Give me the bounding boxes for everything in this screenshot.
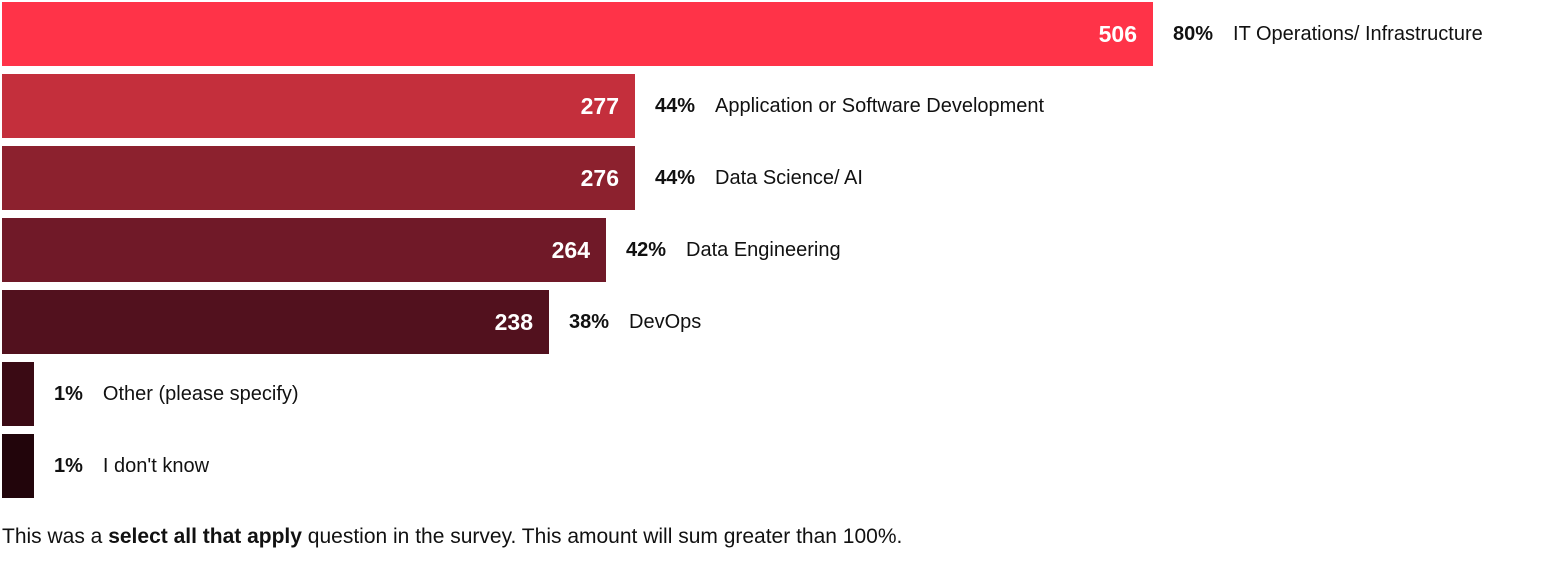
bar bbox=[2, 434, 34, 498]
bar-row: 1% I don't know bbox=[2, 434, 1532, 498]
category-label: Other (please specify) bbox=[102, 383, 299, 405]
percentage-label: 1% bbox=[54, 383, 83, 405]
percentage-label: 42% bbox=[626, 239, 667, 261]
category-label: Data Engineering bbox=[686, 239, 841, 261]
category-label: Application or Software Development bbox=[715, 95, 1045, 117]
bar-row: 238 38% DevOps bbox=[2, 290, 1532, 354]
bar bbox=[2, 362, 34, 426]
bar-row: 276 44% Data Science/ AI bbox=[2, 146, 1532, 210]
bar: 264 bbox=[2, 218, 606, 282]
percentage-label: 38% bbox=[569, 311, 610, 333]
bar-row: 264 42% Data Engineering bbox=[2, 218, 1532, 282]
percentage-label: 44% bbox=[655, 167, 696, 189]
bar: 276 bbox=[2, 146, 635, 210]
footnote: This was a select all that apply questio… bbox=[2, 525, 902, 549]
bar-row: 277 44% Application or Software Developmen… bbox=[2, 74, 1532, 138]
category-label: I don't know bbox=[102, 455, 210, 477]
bar-row: 506 80% IT Operations/ Infrastructure bbox=[2, 2, 1532, 66]
bar: 238 bbox=[2, 290, 549, 354]
category-label: Data Science/ AI bbox=[715, 167, 863, 189]
bar-value-label: 506 bbox=[1098, 21, 1137, 47]
bar-chart: 506 80% IT Operations/ Infrastructure 277 44… bbox=[2, 2, 1532, 498]
category-label: DevOps bbox=[629, 311, 702, 333]
percentage-label: 80% bbox=[1173, 23, 1214, 45]
bar-row: 1% Other (please specify) bbox=[2, 362, 1532, 426]
bar: 277 bbox=[2, 74, 635, 138]
bar-value-label: 277 bbox=[580, 93, 619, 119]
bar-value-label: 264 bbox=[551, 237, 590, 263]
footnote-text-bold: select all that apply bbox=[108, 525, 302, 548]
bar-value-label: 276 bbox=[580, 165, 619, 191]
percentage-label: 1% bbox=[54, 455, 83, 477]
bar-value-label: 238 bbox=[494, 309, 533, 335]
footnote-text-after: question in the survey. This amount will… bbox=[301, 525, 903, 548]
bar: 506 bbox=[2, 2, 1153, 66]
category-label: IT Operations/ Infrastructure bbox=[1233, 23, 1483, 45]
footnote-text-before: This was a bbox=[2, 525, 109, 548]
percentage-label: 44% bbox=[655, 95, 696, 117]
